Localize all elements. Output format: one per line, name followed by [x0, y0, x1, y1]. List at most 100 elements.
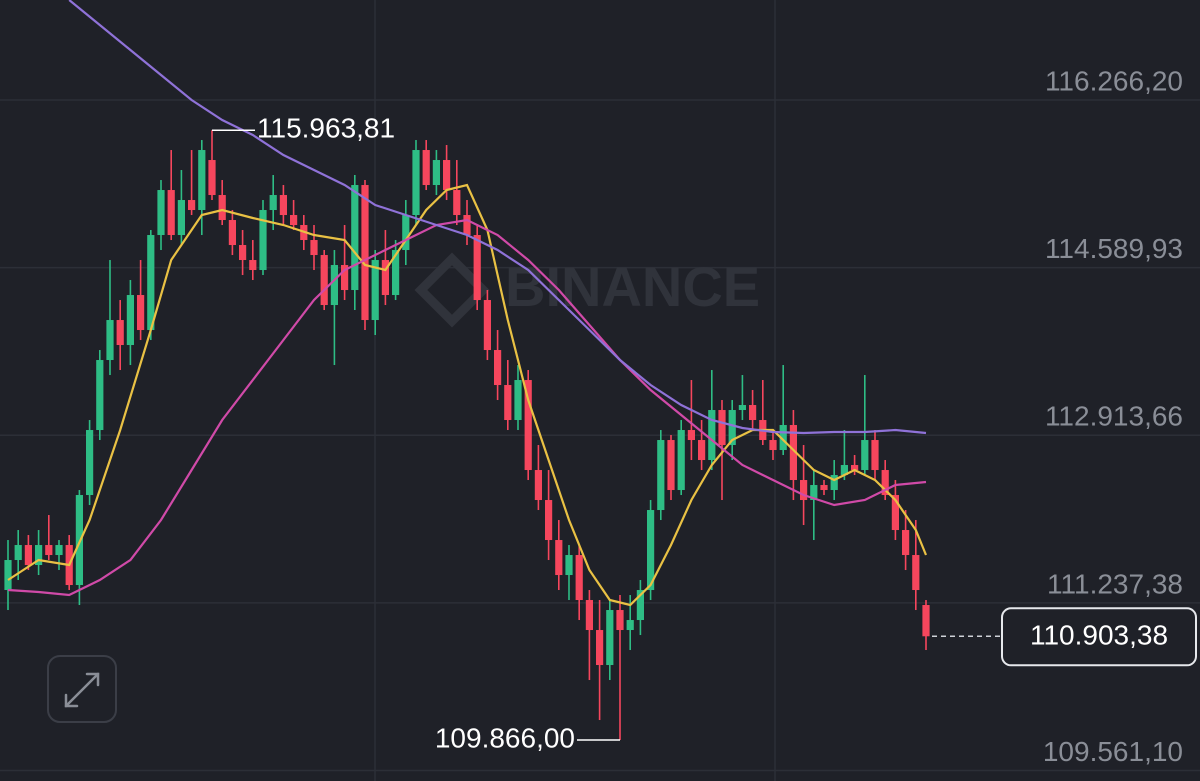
candle-body	[606, 610, 614, 666]
candle-body	[851, 465, 859, 471]
expand-button[interactable]	[47, 655, 117, 723]
candle-body	[341, 265, 349, 291]
last-price-label: 110.903,38	[1030, 620, 1168, 651]
candle-body	[565, 555, 573, 576]
candle-body	[351, 185, 359, 291]
expand-icon	[64, 672, 100, 708]
candle-body	[249, 260, 257, 271]
candle-body	[137, 295, 145, 331]
candle-body	[290, 215, 298, 226]
candle-body	[239, 245, 247, 261]
candle-body	[922, 605, 930, 637]
expand-button-frame[interactable]	[47, 655, 117, 723]
candle-body	[575, 555, 583, 601]
candle-body	[24, 545, 32, 566]
candle-body	[177, 200, 185, 236]
candle-body	[626, 620, 634, 631]
candle-body	[55, 545, 63, 556]
candle-body	[616, 610, 624, 631]
candle-body	[891, 495, 899, 531]
candle-body	[534, 470, 542, 501]
candle-body	[840, 465, 848, 476]
candle-body	[800, 480, 808, 501]
candle-body	[259, 210, 267, 271]
overlay: 115.963,81 109.866,00 110.903,38	[212, 113, 1197, 753]
candle-body	[463, 215, 471, 236]
candle-body	[789, 425, 797, 481]
y-tick-label: 116.266,20	[1045, 65, 1183, 96]
watermark-logo	[414, 252, 490, 328]
candle-body	[677, 430, 685, 491]
candle-body	[830, 475, 838, 491]
moving-average-line	[7, 183, 928, 607]
watermark-text: BINANCE	[505, 255, 760, 318]
candle-body	[453, 190, 461, 216]
candle-body	[545, 500, 553, 541]
candle-body	[596, 630, 604, 666]
candle-body	[35, 545, 43, 566]
plot	[4, 0, 930, 741]
candle-body	[157, 190, 165, 236]
candle-body	[779, 425, 787, 451]
candle-body	[749, 405, 757, 421]
candle-body	[667, 440, 675, 491]
candle-body	[330, 265, 338, 306]
candle-body	[718, 410, 726, 446]
candle-body	[871, 440, 879, 471]
annotation-label: 115.963,81	[257, 113, 395, 144]
candle-body	[861, 440, 869, 471]
candle-body	[116, 320, 124, 346]
candle-body	[422, 150, 430, 186]
candle-body	[657, 440, 665, 511]
candle-body	[443, 160, 451, 191]
candle-body	[494, 350, 502, 386]
candle-body	[504, 385, 512, 421]
candle-body	[86, 430, 94, 496]
candle-body	[483, 300, 491, 351]
candle-body	[361, 185, 369, 321]
candle-body	[412, 150, 420, 216]
candle-body	[708, 410, 716, 461]
candle-body	[687, 430, 695, 441]
candle-body	[381, 260, 389, 296]
y-tick-label: 114.589,93	[1045, 233, 1183, 264]
candle-body	[728, 410, 736, 446]
candle-body	[4, 560, 12, 591]
moving-average-line	[68, 0, 927, 435]
candle-body	[45, 545, 53, 556]
last-price-box	[1001, 607, 1197, 667]
candle-body	[432, 160, 440, 186]
candle-body	[902, 530, 910, 556]
candle-body	[912, 555, 920, 591]
candle-body	[218, 195, 226, 221]
candle-body	[810, 485, 818, 501]
candle-body	[392, 250, 400, 296]
candle-body	[524, 380, 532, 471]
candle-body	[881, 470, 889, 496]
candle-body	[310, 240, 318, 256]
y-tick-label: 111.237,38	[1047, 568, 1183, 599]
candle-body	[514, 380, 522, 421]
candle-body	[769, 440, 777, 451]
moving-average-line	[7, 218, 927, 597]
candle-body	[555, 540, 563, 576]
candle-body	[647, 510, 655, 591]
candle-body	[738, 405, 746, 411]
candle-body	[402, 215, 410, 251]
candle-body	[188, 200, 196, 211]
watermark: BINANCE	[414, 252, 760, 328]
y-tick-label: 109.561,10	[1043, 736, 1183, 767]
candle-body	[585, 600, 593, 631]
candle-body	[167, 190, 175, 236]
candle-body	[147, 235, 155, 331]
candle-body	[820, 485, 828, 491]
candle-body	[126, 295, 134, 346]
candle-body	[269, 195, 277, 211]
candle-body	[106, 320, 114, 361]
candle-body	[636, 590, 644, 621]
y-tick-label: 112.913,66	[1045, 401, 1183, 432]
candle-body	[473, 235, 481, 301]
candle-body	[96, 360, 104, 431]
candle-body	[698, 440, 706, 461]
